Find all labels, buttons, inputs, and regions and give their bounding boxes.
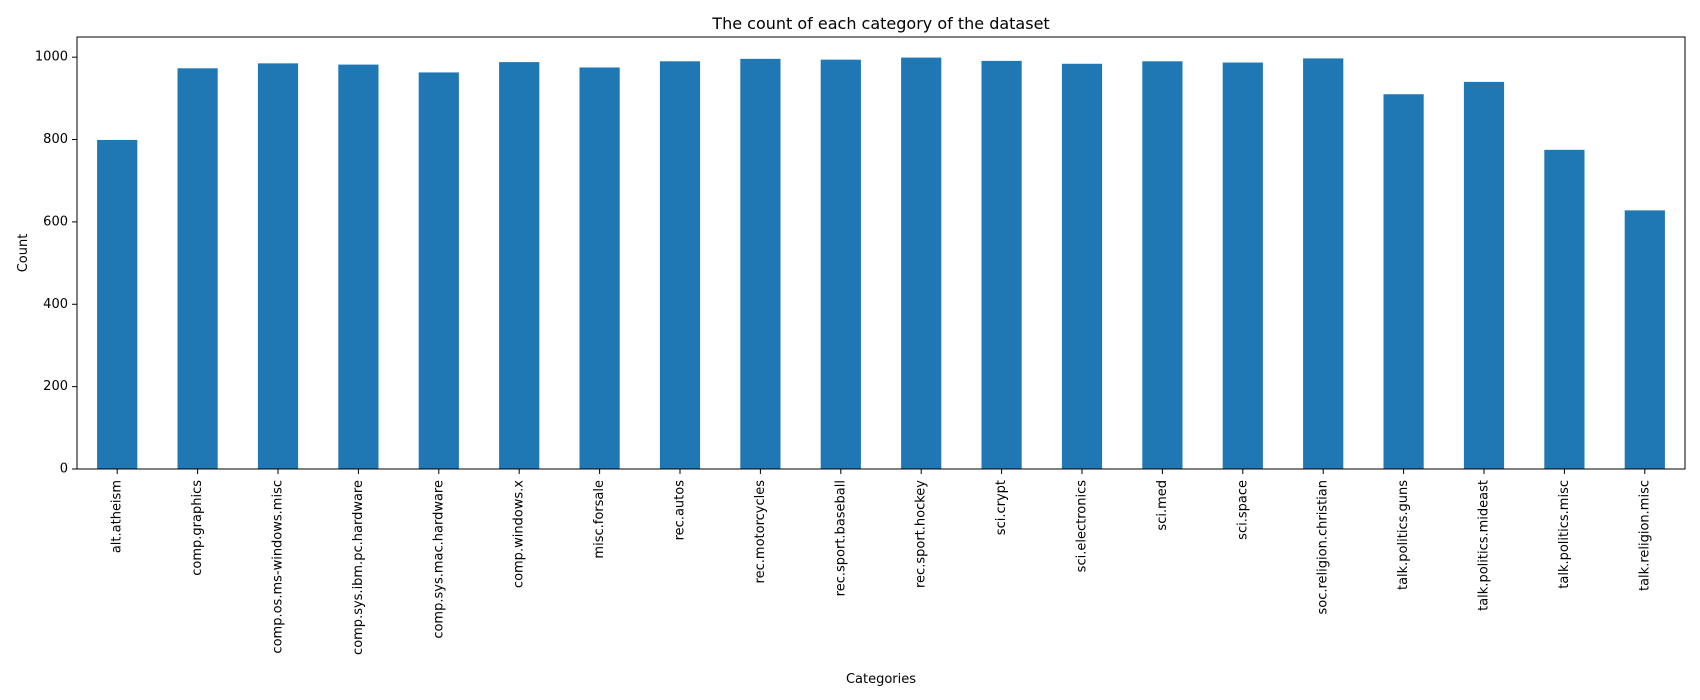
bar-talk.religion.misc xyxy=(1624,210,1665,469)
x-tick-label: talk.politics.guns xyxy=(1396,480,1411,590)
bar-alt.atheism xyxy=(97,139,138,469)
bar-rec.sport.hockey xyxy=(901,57,942,470)
x-tick-label: rec.sport.hockey xyxy=(914,480,929,588)
bar-rec.sport.baseball xyxy=(820,59,861,470)
plot-frame xyxy=(76,36,1686,470)
bar-sci.crypt xyxy=(981,60,1022,469)
x-tick-label: rec.sport.baseball xyxy=(833,480,848,596)
x-tick-label: alt.atheism xyxy=(110,480,125,553)
bar-rec.autos xyxy=(659,61,701,470)
x-tick-label: talk.politics.mideast xyxy=(1477,480,1492,611)
x-axis-label: Categories xyxy=(846,672,916,687)
y-tick-label: 0 xyxy=(60,462,68,477)
x-tick-label: rec.autos xyxy=(673,480,688,541)
x-tick-label: comp.sys.mac.hardware xyxy=(431,480,446,639)
bar-talk.politics.guns xyxy=(1383,94,1424,470)
bar-rec.motorcycles xyxy=(740,58,781,469)
x-tick-label: sci.med xyxy=(1155,480,1170,531)
x-tick-label: misc.forsale xyxy=(592,480,607,559)
bar-comp.windows.x xyxy=(499,62,540,470)
x-tick-label: rec.motorcycles xyxy=(753,480,768,584)
bar-comp.os.ms-windows.misc xyxy=(257,63,299,470)
bar-talk.politics.misc xyxy=(1544,149,1585,469)
bar-misc.forsale xyxy=(579,67,620,469)
x-tick-label: comp.sys.ibm.pc.hardware xyxy=(351,480,366,655)
bar-soc.religion.christian xyxy=(1303,58,1344,469)
y-tick-label: 800 xyxy=(43,132,68,147)
y-tick-label: 1000 xyxy=(35,50,68,65)
x-tick-label: sci.electronics xyxy=(1075,480,1090,573)
bar-comp.sys.mac.hardware xyxy=(418,72,459,470)
x-tick-label: comp.windows.x xyxy=(512,480,527,588)
y-axis-label: Count xyxy=(16,234,31,273)
bar-comp.graphics xyxy=(177,68,218,470)
x-tick-label: talk.religion.misc xyxy=(1637,480,1652,591)
x-tick-label: comp.graphics xyxy=(190,480,205,576)
y-tick-label: 600 xyxy=(43,214,68,229)
x-tick-label: talk.politics.misc xyxy=(1557,480,1572,589)
bars-group xyxy=(97,57,1665,470)
bar-sci.electronics xyxy=(1061,63,1103,470)
y-tick-label: 200 xyxy=(43,379,68,394)
y-axis: 0 200 400 600 800 1000 xyxy=(35,50,77,477)
bar-talk.politics.mideast xyxy=(1463,81,1505,469)
x-tick-label: sci.space xyxy=(1235,480,1250,540)
y-tick-label: 400 xyxy=(43,297,68,312)
x-axis: alt.atheism comp.graphics comp.os.ms-windo… xyxy=(110,469,1652,655)
bar-sci.space xyxy=(1222,62,1263,469)
x-tick-label: soc.religion.christian xyxy=(1316,480,1331,615)
bar-sci.med xyxy=(1142,61,1183,470)
bar-comp.sys.ibm.pc.hardware xyxy=(338,64,379,469)
x-tick-label: sci.crypt xyxy=(994,480,1009,535)
chart-title: The count of each category of the datase… xyxy=(711,14,1049,33)
x-tick-label: comp.os.ms-windows.misc xyxy=(271,480,286,654)
